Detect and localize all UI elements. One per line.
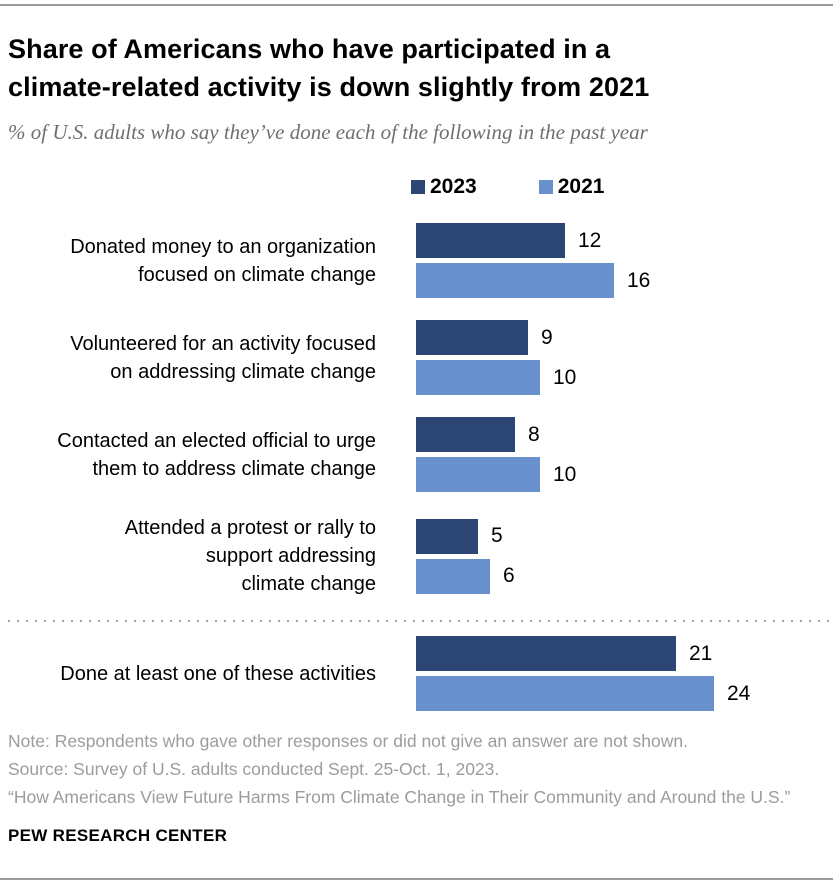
- bar-value-2023: 12: [578, 228, 602, 252]
- legend-swatch-2023: [411, 180, 425, 194]
- bar-value-2021: 10: [553, 365, 577, 389]
- note-text: Note: Respondents who gave other respons…: [8, 731, 688, 751]
- category-label: Donated money to an organization focused…: [70, 235, 376, 286]
- bar-group: 8 10: [416, 417, 576, 492]
- source-text: Source: Survey of U.S. adults conducted …: [8, 759, 500, 779]
- legend-item-2023: 2023: [411, 175, 477, 199]
- top-divider-line: [0, 4, 833, 6]
- footnotes: Note: Respondents who gave other respons…: [8, 727, 830, 811]
- chart-row-protest: Attended a protest or rally to support a…: [8, 514, 830, 598]
- bar-2023: [416, 223, 565, 258]
- chart-row-contacted: Contacted an elected official to urge th…: [8, 417, 830, 492]
- bar-2021: [416, 360, 540, 395]
- bar-2021: [416, 558, 490, 594]
- page-title: Share of Americans who have participated…: [8, 34, 650, 102]
- report-title-text: “How Americans View Future Harms From Cl…: [8, 787, 791, 807]
- bar-line-2021: 10: [416, 457, 576, 492]
- bar-line-2021: 6: [416, 558, 515, 594]
- category-label: Volunteered for an activity focused on a…: [70, 332, 376, 383]
- category-label: Contacted an elected official to urge th…: [57, 429, 376, 480]
- bar-line-2023: 8: [416, 417, 576, 452]
- bar-group: 21 24: [416, 636, 750, 711]
- bar-chart: Donated money to an organization focused…: [8, 223, 830, 711]
- legend-swatch-2021: [538, 180, 553, 194]
- bar-2023: [416, 636, 676, 671]
- bar-value-2023: 21: [689, 641, 713, 665]
- chart-row-volunteered: Volunteered for an activity focused on a…: [8, 320, 830, 395]
- bar-group: 9 10: [416, 320, 576, 395]
- pew-research-center-wordmark: PEW RESEARCH CENTER: [8, 826, 228, 845]
- legend-item-2021: 2021: [538, 175, 605, 199]
- bar-value-2021: 6: [503, 564, 515, 587]
- bottom-divider-line: [0, 878, 833, 880]
- category-label: Attended a protest or rally to support a…: [124, 517, 376, 595]
- bar-value-2023: 8: [528, 422, 540, 446]
- chart-subtitle: % of U.S. adults who say they’ve done ea…: [8, 120, 648, 144]
- bar-line-2021: 24: [416, 676, 750, 711]
- bar-value-2023: 9: [541, 325, 553, 349]
- bar-line-2023: 21: [416, 636, 750, 671]
- legend-label-2023: 2023: [430, 175, 477, 198]
- bar-line-2023: 12: [416, 223, 650, 258]
- bar-2023: [416, 518, 478, 554]
- chart-legend: 2023 2021: [411, 175, 830, 199]
- dotted-separator: [8, 620, 830, 622]
- chart-row-any-activity: Done at least one of these activities 21…: [8, 636, 830, 711]
- legend-label-2021: 2021: [557, 175, 605, 198]
- category-label: Done at least one of these activities: [60, 662, 376, 685]
- bar-2021: [416, 676, 714, 711]
- bar-line-2021: 16: [416, 263, 650, 298]
- bar-value-2023: 5: [491, 524, 503, 547]
- bar-value-2021: 16: [627, 268, 651, 292]
- bar-2021: [416, 457, 540, 492]
- bar-2023: [416, 417, 515, 452]
- bar-line-2023: 9: [416, 320, 576, 355]
- bar-value-2021: 10: [553, 462, 577, 486]
- bar-line-2021: 10: [416, 360, 576, 395]
- bar-2023: [416, 320, 528, 355]
- bar-2021: [416, 263, 614, 298]
- bar-group: 5 6: [416, 518, 515, 594]
- bar-line-2023: 5: [416, 518, 515, 554]
- bar-group: 12 16: [416, 223, 650, 298]
- bar-value-2021: 24: [727, 681, 751, 705]
- chart-row-donated: Donated money to an organization focused…: [8, 223, 830, 298]
